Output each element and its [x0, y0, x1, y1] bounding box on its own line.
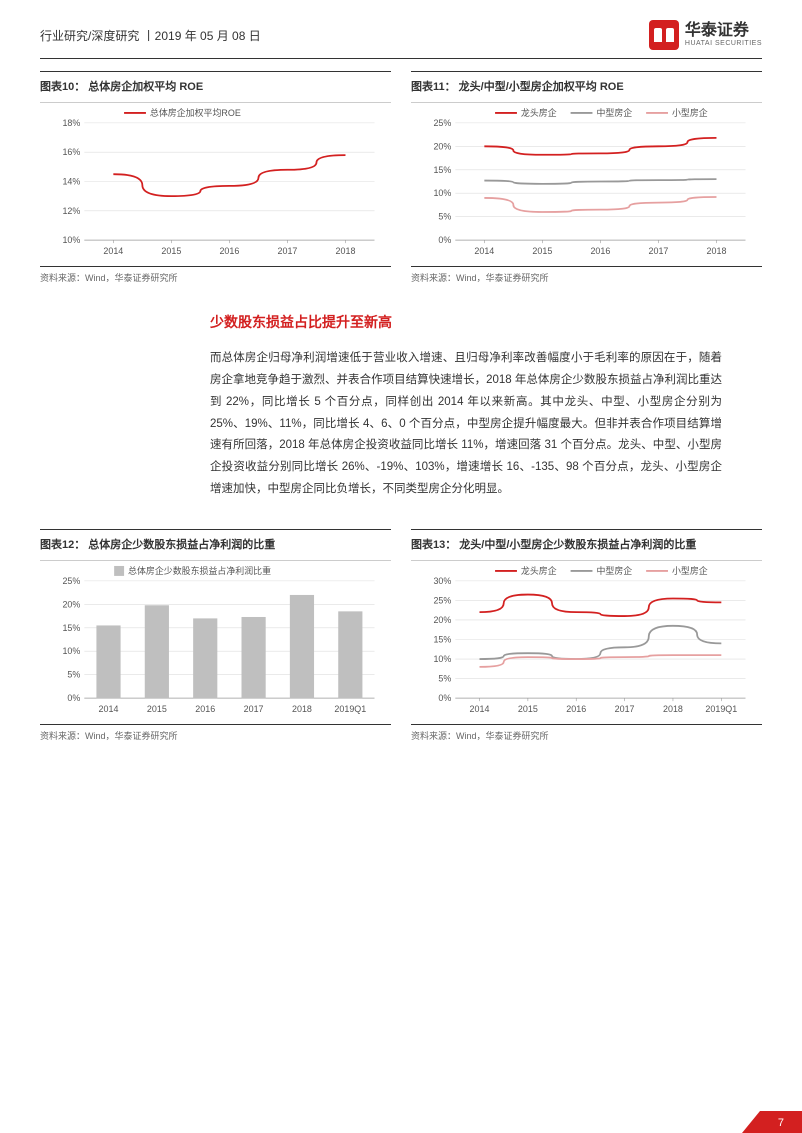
svg-text:20%: 20% [433, 141, 451, 151]
svg-text:15%: 15% [433, 634, 451, 644]
svg-text:0%: 0% [438, 235, 451, 245]
section-heading: 少数股东损益占比提升至新高 [210, 312, 762, 332]
page-header: 行业研究/深度研究 丨2019 年 05 月 08 日 华泰证券 HUATAI … [40, 0, 762, 59]
svg-text:2019Q1: 2019Q1 [334, 704, 366, 714]
logo-en: HUATAI SECURITIES [685, 40, 762, 48]
svg-text:龙头房企: 龙头房企 [521, 565, 557, 576]
chart11-title: 图表11： 龙头/中型/小型房企加权平均 ROE [411, 71, 762, 102]
svg-text:10%: 10% [433, 654, 451, 664]
body-paragraph: 而总体房企归母净利润增速低于营业收入增速、且归母净利率改善幅度小于毛利率的原因在… [210, 348, 722, 501]
svg-text:5%: 5% [67, 670, 80, 680]
chart11-source: 资料来源：Wind，华泰证券研究所 [411, 266, 762, 284]
chart13-source: 资料来源：Wind，华泰证券研究所 [411, 724, 762, 742]
svg-text:中型房企: 中型房企 [596, 565, 632, 576]
svg-text:小型房企: 小型房企 [672, 107, 708, 118]
svg-text:25%: 25% [433, 595, 451, 605]
chart10-source: 资料来源：Wind，华泰证券研究所 [40, 266, 391, 284]
svg-text:2019Q1: 2019Q1 [705, 704, 737, 714]
svg-text:15%: 15% [62, 623, 80, 633]
svg-text:25%: 25% [62, 576, 80, 586]
chart11: 0% 5% 10% 15% 20% 25% 2014 2015 2016 2017 2018 龙头房企… [411, 102, 762, 262]
chart12-title: 图表12： 总体房企少数股东损益占净利润的比重 [40, 529, 391, 560]
svg-text:18%: 18% [62, 118, 80, 128]
chart11-container: 图表11： 龙头/中型/小型房企加权平均 ROE 0% 5% 10% 15% 20% 25… [411, 71, 762, 284]
logo: 华泰证券 HUATAI SECURITIES [649, 20, 762, 50]
svg-text:2018: 2018 [336, 246, 356, 256]
logo-cn: 华泰证券 [685, 22, 762, 40]
svg-text:中型房企: 中型房企 [596, 107, 632, 118]
svg-text:2016: 2016 [590, 246, 610, 256]
svg-text:0%: 0% [67, 693, 80, 703]
svg-text:2017: 2017 [244, 704, 264, 714]
svg-text:0%: 0% [438, 693, 451, 703]
svg-text:2014: 2014 [103, 246, 123, 256]
svg-text:5%: 5% [438, 212, 451, 222]
svg-text:20%: 20% [62, 599, 80, 609]
logo-icon [649, 20, 679, 50]
svg-text:10%: 10% [433, 188, 451, 198]
page-number: 7 [778, 1117, 784, 1129]
svg-text:15%: 15% [433, 165, 451, 175]
svg-text:10%: 10% [62, 235, 80, 245]
svg-text:2015: 2015 [532, 246, 552, 256]
svg-text:16%: 16% [62, 147, 80, 157]
chart12-source: 资料来源：Wind，华泰证券研究所 [40, 724, 391, 742]
chart13: 0% 5% 10% 15% 20% 25% 30% 2014 2015 2016 2017 2018 2… [411, 560, 762, 720]
chart13-title: 图表13： 龙头/中型/小型房企少数股东损益占净利润的比重 [411, 529, 762, 560]
svg-text:2016: 2016 [566, 704, 586, 714]
svg-text:2014: 2014 [470, 704, 490, 714]
svg-text:10%: 10% [62, 646, 80, 656]
chart10-title: 图表10： 总体房企加权平均 ROE [40, 71, 391, 102]
svg-text:25%: 25% [433, 118, 451, 128]
footer-accent [742, 1111, 802, 1133]
svg-text:2016: 2016 [219, 246, 239, 256]
svg-text:2017: 2017 [278, 246, 298, 256]
svg-text:20%: 20% [433, 615, 451, 625]
svg-text:2014: 2014 [99, 704, 119, 714]
svg-text:2017: 2017 [649, 246, 669, 256]
chart10-container: 图表10： 总体房企加权平均 ROE 10% 12% 14% 16% 18% 2014 20… [40, 71, 391, 284]
svg-text:2018: 2018 [663, 704, 683, 714]
svg-text:2016: 2016 [195, 704, 215, 714]
svg-text:2018: 2018 [292, 704, 312, 714]
svg-text:14%: 14% [62, 176, 80, 186]
chart10: 10% 12% 14% 16% 18% 2014 2015 2016 2017 2018 总体房企加… [40, 102, 391, 262]
chart12-container: 图表12： 总体房企少数股东损益占净利润的比重 0% 5% 10% 15% 20% 25%… [40, 529, 391, 742]
chart12: 0% 5% 10% 15% 20% 25% 2014 2015 2016 2017 2018 2019… [40, 560, 391, 720]
svg-text:2015: 2015 [518, 704, 538, 714]
svg-text:总体房企加权平均ROE: 总体房企加权平均ROE [150, 107, 241, 118]
svg-text:30%: 30% [433, 576, 451, 586]
breadcrumb: 行业研究/深度研究 丨2019 年 05 月 08 日 [40, 27, 261, 44]
svg-text:总体房企少数股东损益占净利润比重: 总体房企少数股东损益占净利润比重 [128, 565, 271, 576]
svg-text:2015: 2015 [147, 704, 167, 714]
svg-text:5%: 5% [438, 673, 451, 683]
svg-text:12%: 12% [62, 206, 80, 216]
svg-text:2015: 2015 [161, 246, 181, 256]
svg-text:2017: 2017 [615, 704, 635, 714]
svg-text:2018: 2018 [707, 246, 727, 256]
footer: 7 [0, 1109, 802, 1133]
svg-text:2014: 2014 [474, 246, 494, 256]
chart13-container: 图表13： 龙头/中型/小型房企少数股东损益占净利润的比重 0% 5% 10% 15%… [411, 529, 762, 742]
svg-text:龙头房企: 龙头房企 [521, 107, 557, 118]
svg-text:小型房企: 小型房企 [672, 565, 708, 576]
